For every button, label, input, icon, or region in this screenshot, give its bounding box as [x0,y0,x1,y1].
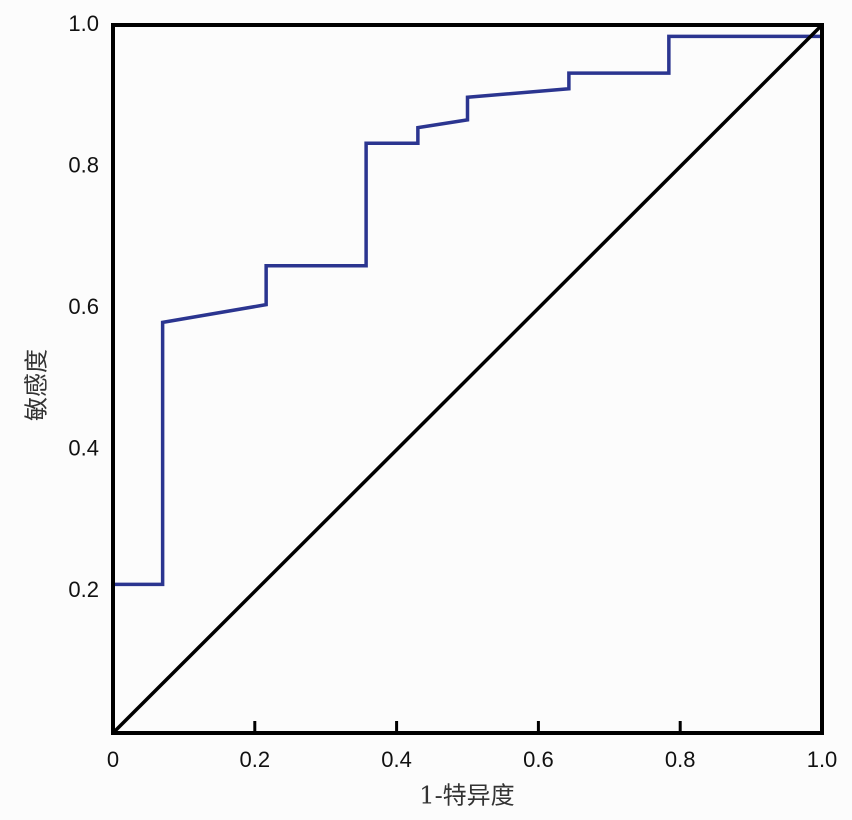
x-tick-label: 1.0 [807,747,838,772]
x-tick-label: 0 [107,747,119,772]
y-tick-label: 0.8 [68,152,99,177]
line [111,25,824,733]
x-axis-label: 1-特异度 [419,782,514,810]
line [111,23,824,735]
x-tick-label: 0.6 [523,747,554,772]
x-tick-label: 0.4 [381,747,412,772]
y-tick-label: 0.2 [68,577,99,602]
plot-frame [111,23,824,735]
y-tick-label: 0.6 [68,294,99,319]
y-tick-label: 0.4 [68,436,99,461]
y-axis-label: 敏感度 [23,349,51,421]
y-tick-label: 1.0 [68,11,99,36]
x-tick-label: 0.8 [665,747,696,772]
x-tick-label: 0.2 [240,747,271,772]
